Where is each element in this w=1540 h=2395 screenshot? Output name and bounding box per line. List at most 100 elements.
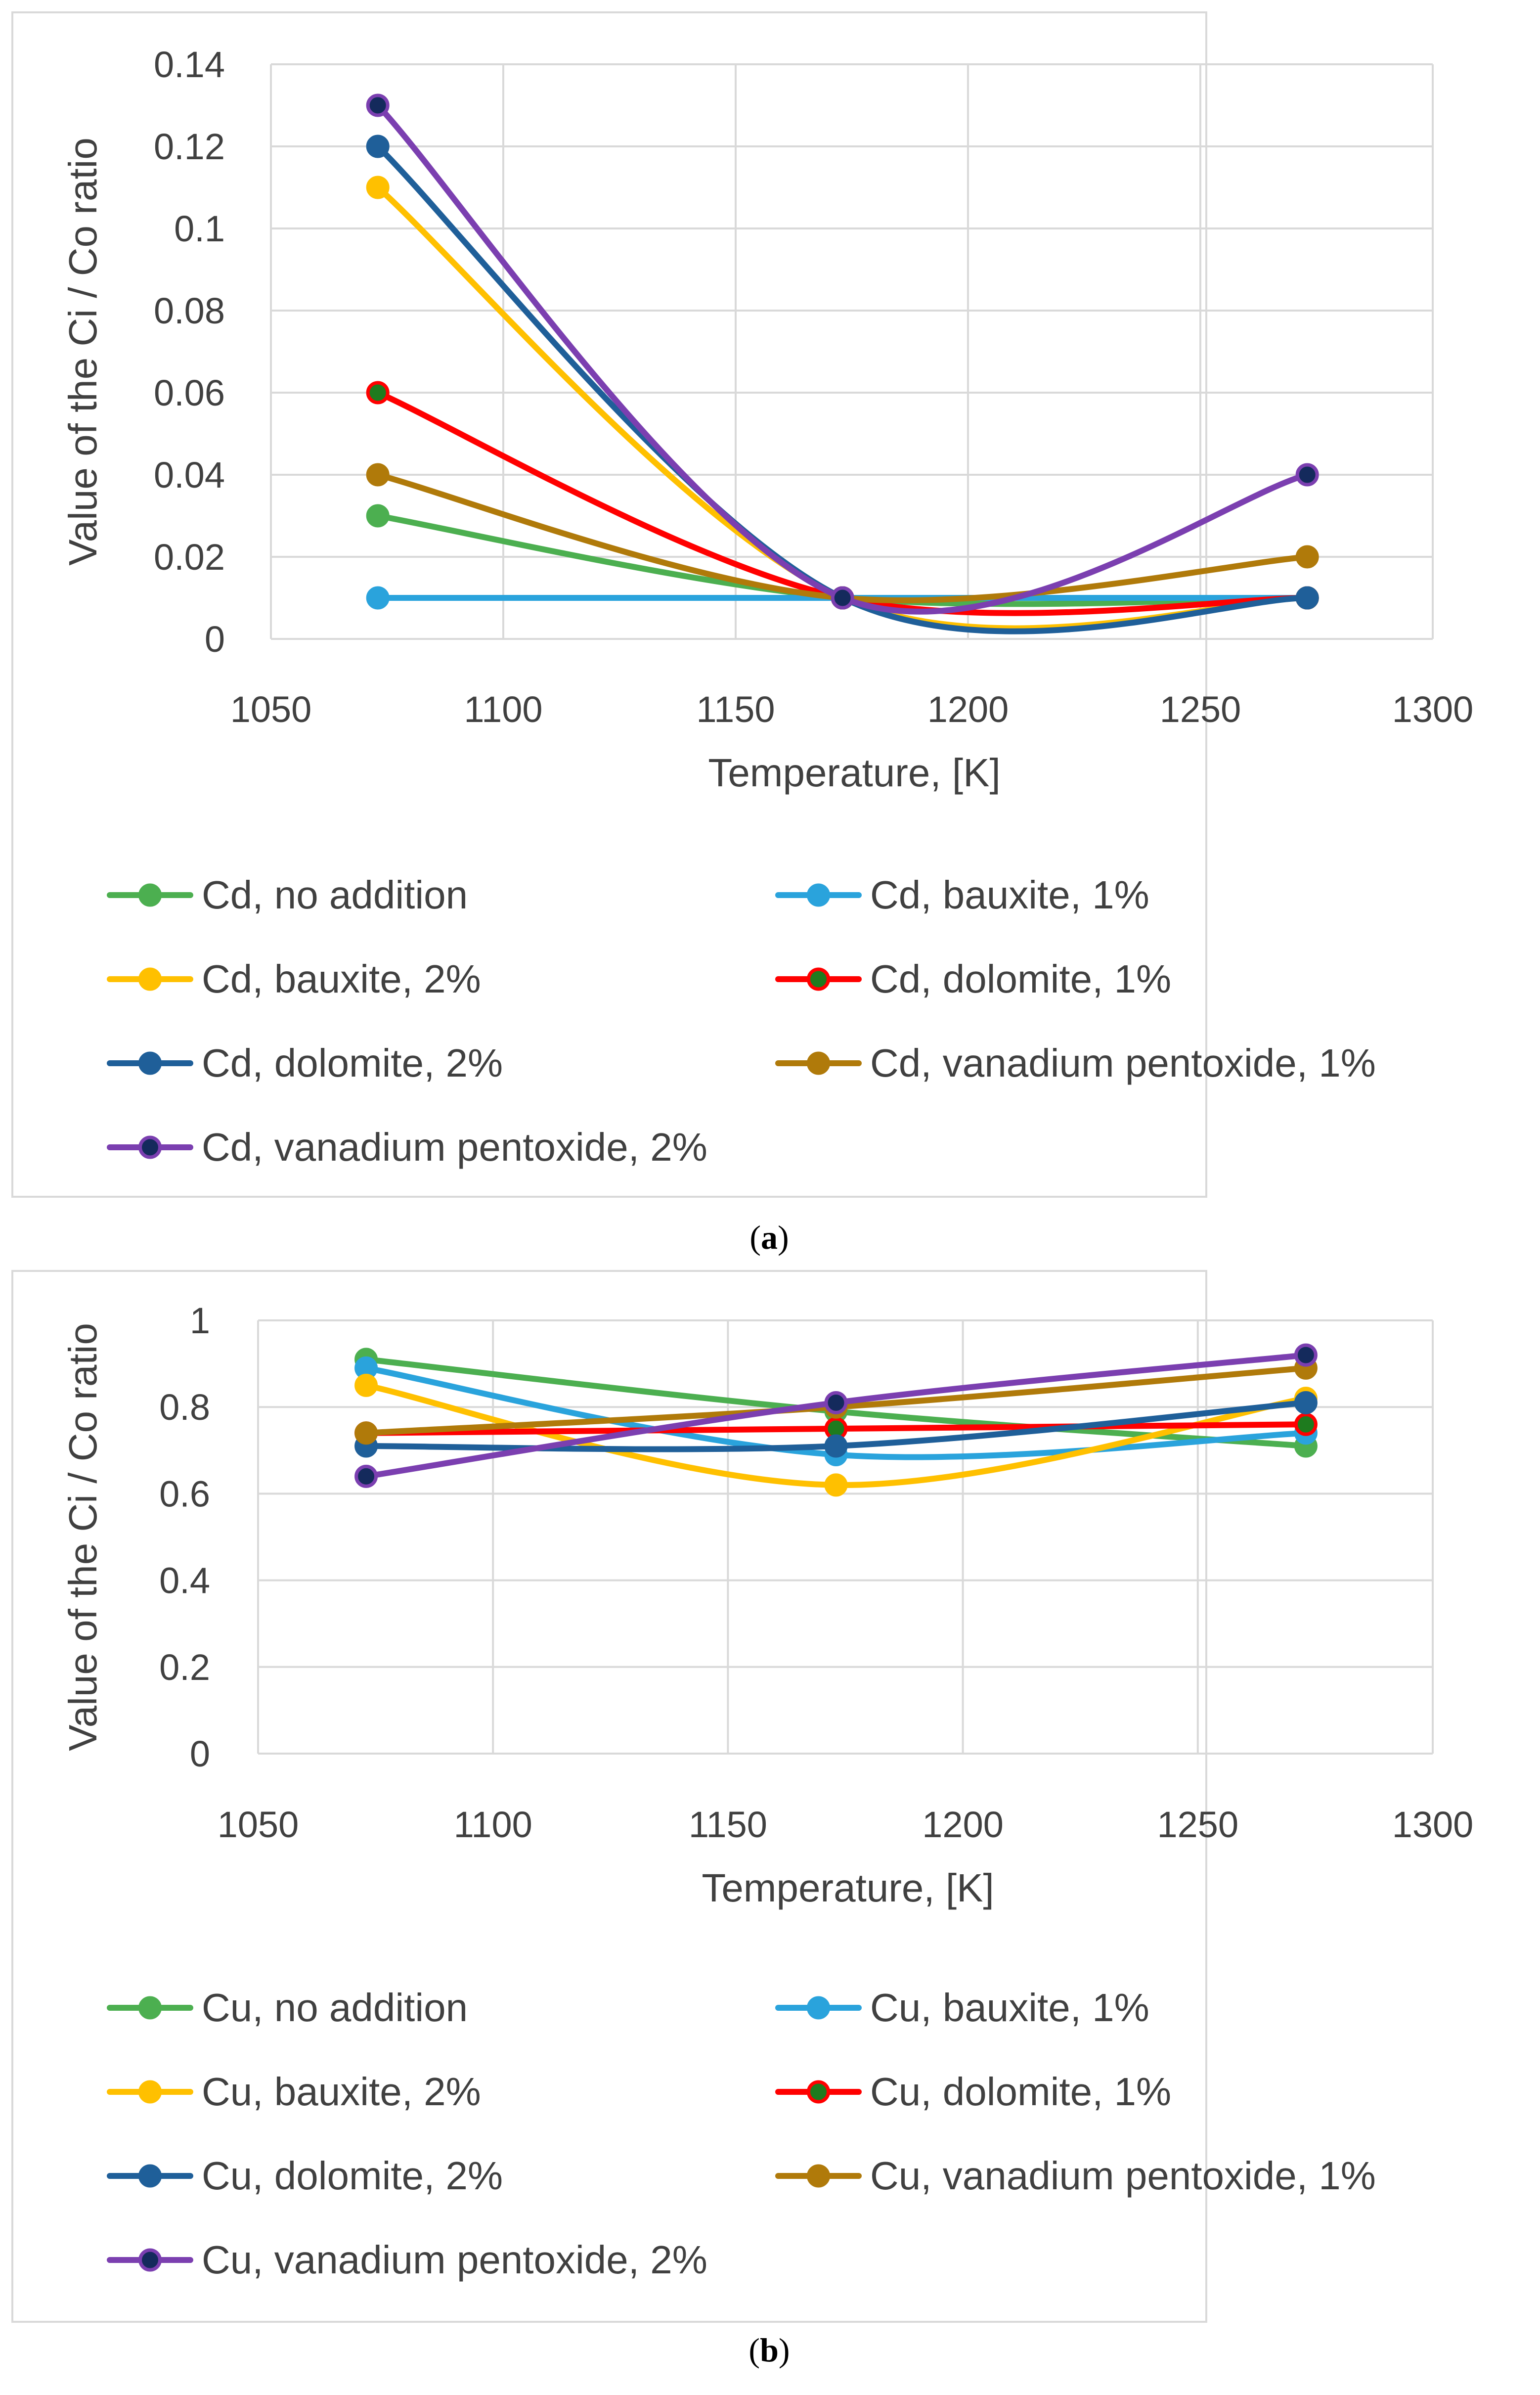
data-point xyxy=(1294,1391,1318,1414)
data-point xyxy=(824,1434,848,1458)
data-point xyxy=(824,1473,848,1497)
legend-item: Cu, bauxite, 2% xyxy=(107,2070,481,2114)
legend-swatch-marker xyxy=(807,2080,830,2104)
y-tick-label: 1 xyxy=(190,1300,210,1341)
data-point xyxy=(824,1391,848,1414)
legend-label: Cu, vanadium pentoxide, 2% xyxy=(202,2238,707,2282)
legend-label: Cd, dolomite, 2% xyxy=(202,1041,503,1085)
x-tick-label: 1050 xyxy=(230,689,312,730)
data-point xyxy=(1294,1343,1318,1367)
legend-item: Cu, bauxite, 1% xyxy=(775,1986,1149,2030)
legend-item: Cd, bauxite, 2% xyxy=(107,957,481,1001)
data-point xyxy=(366,93,390,117)
legend-item: Cd, vanadium pentoxide, 2% xyxy=(107,1125,707,1169)
x-tick-label: 1050 xyxy=(218,1804,299,1845)
legend-label: Cu, vanadium pentoxide, 1% xyxy=(870,2154,1376,2198)
chart-panel-a: 1050 1100 1150 1200 1250 1300 0 0.02 0.04 0.06 0.0… xyxy=(11,11,1474,1198)
legend-item: Cu, no addition xyxy=(107,1986,468,2030)
data-point xyxy=(1294,1412,1318,1436)
x-axis-title: Temperature, [K] xyxy=(708,751,1000,795)
y-tick-label: 0.04 xyxy=(154,454,225,496)
series-7 xyxy=(366,93,1319,615)
data-point xyxy=(366,463,390,487)
legend-swatch-marker xyxy=(807,1996,830,2020)
series-line xyxy=(375,102,1311,615)
legend-item: Cu, vanadium pentoxide, 2% xyxy=(107,2238,707,2282)
legend-label: Cu, dolomite, 2% xyxy=(202,2154,503,2198)
panel-caption: (b) xyxy=(748,2331,790,2369)
x-tick-label: 1250 xyxy=(1160,689,1241,730)
legend-label: Cu, dolomite, 1% xyxy=(870,2070,1171,2114)
legend-item: Cu, dolomite, 2% xyxy=(107,2154,503,2198)
data-point xyxy=(354,1373,378,1397)
y-tick-label: 0 xyxy=(205,619,225,660)
legend-item: Cu, dolomite, 1% xyxy=(775,2070,1171,2114)
data-point xyxy=(1295,545,1319,569)
y-tick-label: 0.4 xyxy=(159,1560,210,1601)
legend-label: Cd, vanadium pentoxide, 2% xyxy=(202,1125,707,1169)
legend-label: Cd, no addition xyxy=(202,873,468,917)
y-tick-label: 0.8 xyxy=(159,1387,210,1428)
legend: Cu, no addition Cu, bauxite, 1% Cu, bauxit… xyxy=(107,1986,1376,2282)
legend-item: Cd, dolomite, 2% xyxy=(107,1041,503,1085)
legend-swatch-marker xyxy=(807,1051,830,1075)
data-point xyxy=(354,1464,378,1488)
legend-swatch-marker xyxy=(138,2164,162,2188)
data-point xyxy=(831,586,854,610)
data-point xyxy=(354,1421,378,1445)
y-tick-label: 0.1 xyxy=(174,208,225,249)
data-point xyxy=(366,381,390,405)
x-tick-label: 1200 xyxy=(922,1804,1004,1845)
x-tick-label: 1250 xyxy=(1157,1804,1238,1845)
legend-item: Cd, bauxite, 1% xyxy=(775,873,1149,917)
legend-swatch-marker xyxy=(138,1135,162,1159)
x-axis-title: Temperature, [K] xyxy=(702,1866,994,1910)
data-point xyxy=(366,176,390,199)
y-tick-label: 0.14 xyxy=(154,44,225,85)
gridlines xyxy=(270,63,1434,640)
data-point xyxy=(366,586,390,610)
x-tick-label: 1300 xyxy=(1392,689,1474,730)
legend-swatch-marker xyxy=(807,883,830,907)
x-tick-label: 1100 xyxy=(454,1804,532,1845)
panel-letter: b xyxy=(760,2331,779,2369)
y-tick-label: 0.12 xyxy=(154,126,225,167)
legend-label: Cu, no addition xyxy=(202,1986,468,2030)
legend-label: Cd, bauxite, 1% xyxy=(870,873,1149,917)
legend-swatch-marker xyxy=(138,1996,162,2020)
y-tick-label: 0.08 xyxy=(154,290,225,331)
y-tick-label: 0.6 xyxy=(159,1473,210,1514)
legend-item: Cd, vanadium pentoxide, 1% xyxy=(775,1041,1376,1085)
legend-label: Cd, vanadium pentoxide, 1% xyxy=(870,1041,1376,1085)
y-axis-title: Value of the Ci / Co ratio xyxy=(61,137,105,566)
x-tick-label: 1300 xyxy=(1392,1804,1474,1845)
legend-label: Cd, dolomite, 1% xyxy=(870,957,1171,1001)
y-axis-title: Value of the Ci / Co ratio xyxy=(61,1323,105,1751)
legend-label: Cu, bauxite, 1% xyxy=(870,1986,1149,2030)
legend-item: Cd, no addition xyxy=(107,873,468,917)
y-tick-label: 0.02 xyxy=(154,537,225,578)
panel-caption: (a) xyxy=(749,1219,789,1256)
x-tick-label: 1200 xyxy=(927,689,1009,730)
legend-swatch-marker xyxy=(807,2164,830,2188)
x-tick-label: 1100 xyxy=(464,689,542,730)
legend-swatch-marker xyxy=(138,883,162,907)
legend-swatch-marker xyxy=(138,2248,162,2272)
x-tick-label: 1150 xyxy=(696,689,775,730)
panel-letter: a xyxy=(761,1219,778,1256)
y-tick-label: 0.2 xyxy=(159,1647,210,1688)
legend-item: Cu, vanadium pentoxide, 1% xyxy=(775,2154,1376,2198)
y-tick-label: 0.06 xyxy=(154,372,225,413)
series-7 xyxy=(354,1343,1318,1488)
legend-swatch-marker xyxy=(138,1051,162,1075)
legend-label: Cu, bauxite, 2% xyxy=(202,2070,481,2114)
x-tick-label: 1150 xyxy=(689,1804,767,1845)
legend-swatch-marker xyxy=(138,2080,162,2104)
legend-swatch-marker xyxy=(138,967,162,991)
data-point xyxy=(1295,463,1319,487)
legend-swatch-marker xyxy=(807,967,830,991)
legend-item: Cd, dolomite, 1% xyxy=(775,957,1171,1001)
legend: Cd, no addition Cd, bauxite, 1% Cd, bauxit… xyxy=(107,873,1376,1169)
chart-panel-b: 1050 1100 1150 1200 1250 1300 0 0.2 0.4 0.6 0.8 1 Te… xyxy=(11,1270,1474,2323)
